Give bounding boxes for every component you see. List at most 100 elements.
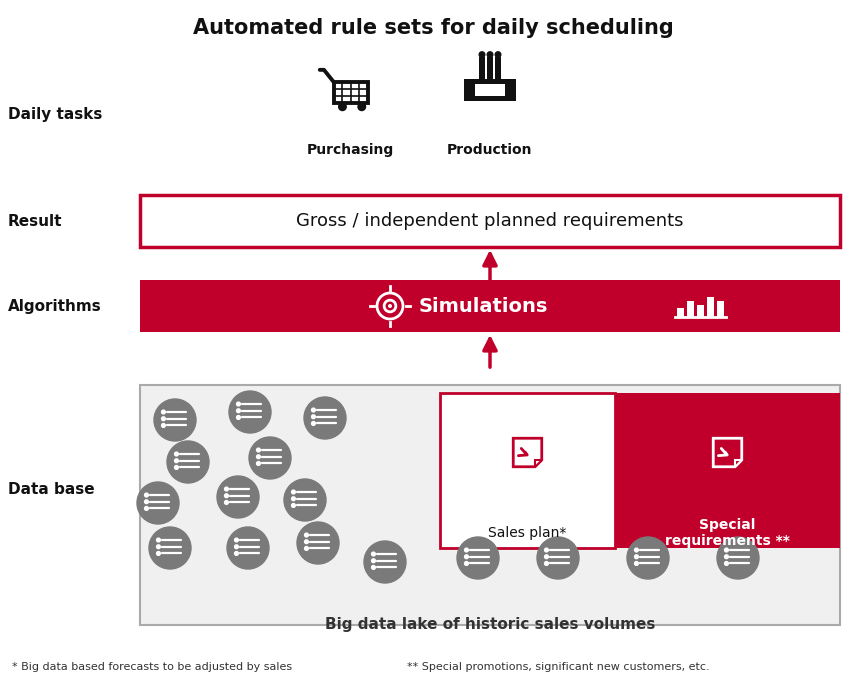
Polygon shape	[535, 460, 542, 467]
Circle shape	[217, 476, 259, 518]
Circle shape	[725, 548, 728, 552]
Bar	[140, 195, 840, 247]
Circle shape	[717, 537, 759, 579]
Circle shape	[229, 391, 271, 433]
Circle shape	[544, 548, 548, 552]
Circle shape	[465, 562, 468, 565]
Bar	[140, 280, 840, 332]
Circle shape	[161, 424, 166, 427]
Text: Purchasing: Purchasing	[306, 143, 394, 157]
Circle shape	[145, 493, 148, 497]
Circle shape	[157, 551, 160, 556]
Circle shape	[257, 448, 260, 452]
Text: Gross / independent planned requirements: Gross / independent planned requirements	[297, 212, 684, 230]
Bar	[687, 301, 694, 317]
Circle shape	[227, 527, 269, 569]
Bar	[696, 305, 703, 317]
Circle shape	[225, 487, 228, 491]
Text: Result: Result	[8, 214, 62, 228]
Circle shape	[137, 482, 179, 524]
Circle shape	[725, 555, 728, 558]
Circle shape	[358, 103, 366, 110]
Circle shape	[457, 537, 499, 579]
Circle shape	[167, 441, 209, 483]
Circle shape	[725, 562, 728, 565]
Circle shape	[225, 500, 228, 505]
Circle shape	[304, 533, 309, 537]
Bar	[707, 297, 714, 317]
Circle shape	[284, 479, 326, 521]
Text: Big data lake of historic sales volumes: Big data lake of historic sales volumes	[325, 617, 655, 632]
Text: ** Special promotions, significant new customers, etc.: ** Special promotions, significant new c…	[407, 662, 710, 672]
Text: Simulations: Simulations	[418, 297, 548, 315]
Circle shape	[465, 555, 468, 558]
Bar	[486, 84, 495, 96]
Polygon shape	[735, 460, 742, 467]
Circle shape	[372, 552, 375, 556]
Circle shape	[311, 408, 316, 412]
Text: Special
requirements **: Special requirements **	[665, 518, 790, 548]
Circle shape	[364, 541, 406, 583]
Circle shape	[257, 455, 260, 459]
Bar	[464, 79, 516, 101]
Circle shape	[235, 538, 238, 542]
Circle shape	[174, 466, 179, 469]
Circle shape	[291, 490, 296, 494]
Polygon shape	[513, 438, 542, 467]
Circle shape	[157, 545, 160, 549]
Circle shape	[311, 415, 316, 419]
Circle shape	[149, 527, 191, 569]
Circle shape	[487, 52, 492, 57]
Bar	[140, 385, 840, 625]
Bar	[716, 301, 723, 317]
Text: Data base: Data base	[8, 482, 95, 498]
Circle shape	[635, 548, 638, 552]
Text: Automated rule sets for daily scheduling: Automated rule sets for daily scheduling	[193, 18, 674, 38]
Circle shape	[161, 410, 166, 414]
Circle shape	[235, 545, 238, 549]
Circle shape	[249, 437, 291, 479]
Circle shape	[235, 551, 238, 556]
Circle shape	[291, 497, 296, 500]
Circle shape	[627, 537, 669, 579]
Bar	[440, 393, 615, 548]
Circle shape	[145, 500, 148, 504]
Circle shape	[161, 417, 166, 421]
Bar	[487, 57, 492, 79]
Circle shape	[537, 537, 579, 579]
Text: Daily tasks: Daily tasks	[8, 107, 102, 123]
Circle shape	[174, 452, 179, 456]
Text: Sales plan*: Sales plan*	[488, 526, 567, 540]
Circle shape	[154, 399, 196, 441]
Text: Algorithms: Algorithms	[8, 299, 101, 313]
Circle shape	[635, 555, 638, 558]
Polygon shape	[714, 438, 742, 467]
Circle shape	[174, 459, 179, 463]
Circle shape	[304, 547, 309, 550]
Circle shape	[297, 522, 339, 564]
Circle shape	[465, 548, 468, 552]
Circle shape	[372, 565, 375, 570]
Bar	[676, 308, 683, 317]
Circle shape	[145, 507, 148, 510]
Bar	[495, 84, 505, 96]
Circle shape	[304, 397, 346, 439]
Bar	[475, 84, 485, 96]
Circle shape	[311, 422, 316, 425]
Bar	[479, 57, 485, 79]
Circle shape	[388, 305, 391, 307]
Circle shape	[479, 52, 485, 57]
Circle shape	[372, 559, 375, 563]
Bar	[615, 393, 840, 548]
Circle shape	[157, 538, 160, 542]
Circle shape	[495, 52, 501, 57]
Text: * Big data based forecasts to be adjusted by sales: * Big data based forecasts to be adjuste…	[12, 662, 292, 672]
Circle shape	[225, 494, 228, 498]
Text: Production: Production	[447, 143, 532, 157]
Circle shape	[257, 461, 260, 466]
Circle shape	[304, 540, 309, 544]
Circle shape	[291, 503, 296, 507]
Circle shape	[544, 555, 548, 558]
Circle shape	[237, 402, 240, 406]
Bar	[495, 57, 501, 79]
